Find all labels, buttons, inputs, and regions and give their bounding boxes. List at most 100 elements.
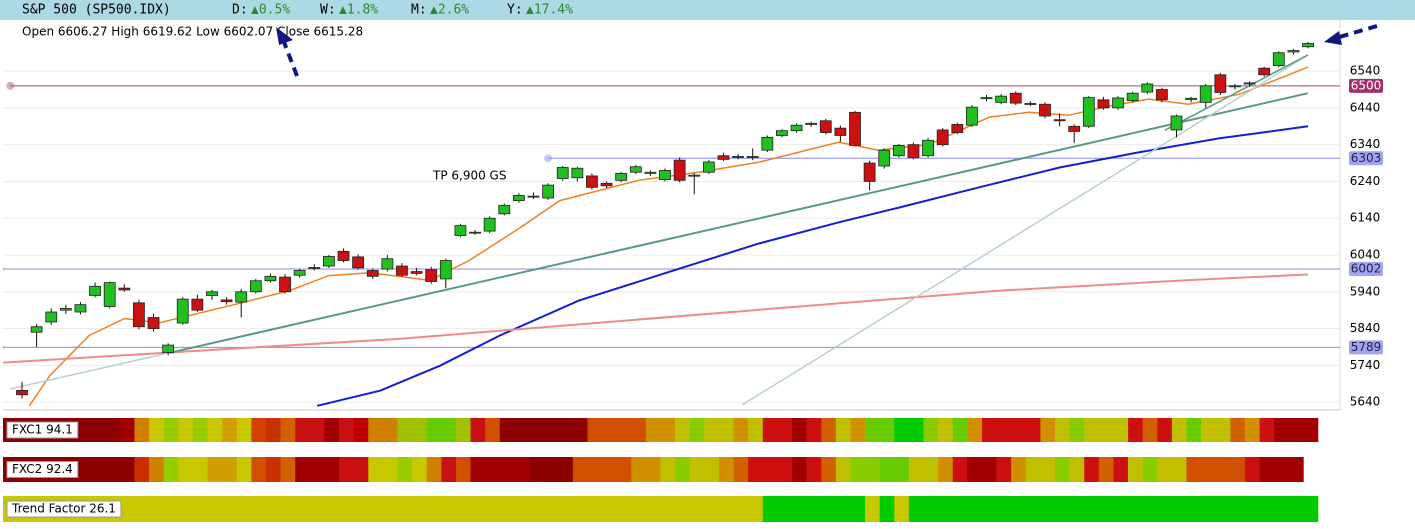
candle-body [396,265,408,276]
strip-cell [163,418,179,442]
candle-body [1170,115,1183,131]
candle-body [542,184,555,199]
candle-body [1039,103,1051,117]
y-tick-label: 5840 [1350,321,1381,335]
candle-body [936,129,949,146]
strip-cell [733,418,749,442]
change-label: M: [411,3,427,18]
strip-cell [689,457,720,482]
strip-cell [850,457,880,482]
arrow-shaft [282,41,299,77]
candle-body [191,298,204,311]
candles [16,41,1314,399]
strip-cell [251,457,267,482]
strip-cell [1171,418,1187,442]
candle-body [732,156,744,158]
candle-body [1009,92,1022,104]
strip-cell [470,418,486,442]
candle-body [556,167,569,179]
change-value: ▲17.4% [526,3,573,18]
candle-body [147,317,160,329]
strip-cell [236,457,252,482]
strip-cell [718,457,734,482]
strip-cell [339,457,369,482]
background [0,20,1415,529]
candle-body [1097,99,1110,109]
strip-cell [821,418,837,442]
strip-cell [426,457,442,482]
strip-cell [339,418,354,442]
candle-body [439,260,452,280]
change-label: W: [320,3,336,18]
strip-cell [295,418,325,442]
arrow-head [1324,31,1342,45]
candle-body [322,256,335,267]
strip-cell [207,418,223,442]
strip-cell [1128,418,1143,442]
y-tick-label: 6140 [1350,211,1381,225]
candle-body [498,204,511,215]
strip-label-box [6,461,79,478]
candle-body [644,171,657,174]
strip-cell [952,418,968,442]
strip-cell [792,457,807,482]
strip-cell [733,457,749,482]
strip-cell [1142,418,1158,442]
candle-body [381,258,394,270]
strip-cell [368,457,398,482]
strip-cell [1259,418,1275,442]
strip-cell [762,418,793,442]
strip-cell [981,418,1041,442]
strip-cell [280,457,296,482]
strip-cell [412,457,428,482]
level-tag [1349,151,1383,166]
candle-body [1287,50,1300,53]
candle-body [337,250,350,261]
strip-cell [762,496,866,522]
candle-body [571,167,584,179]
strip-cell [192,418,208,442]
candle-body [688,174,701,177]
strip-cell [967,418,983,442]
strip-cell [397,457,413,482]
strip-cell [295,457,340,482]
candle-body [133,302,145,328]
candle-body [849,111,861,146]
strip-cell [149,418,165,442]
y-tick-label: 5640 [1350,395,1381,409]
change-label: Y: [507,3,523,18]
header-bar [0,0,1415,20]
ohlc-line: Open 6606.27 High 6619.62 Low 6602.07 Cl… [22,25,363,39]
strip-cell [3,496,764,522]
strip-cell [835,457,851,482]
strip-cell [368,418,398,442]
strip-cell [455,457,471,482]
strip-cell [865,496,880,522]
strip-cell [952,457,968,482]
strip-cell [1025,457,1056,482]
strip-cell [660,457,676,482]
annotation: TP 6,900 GS [432,169,506,183]
strip-cell [996,457,1012,482]
strip-cell [470,457,530,482]
candle-body [1112,97,1124,109]
level-anchor [3,266,5,272]
candle-body [702,161,715,173]
y-tick-label: 6340 [1350,137,1381,151]
strip-cell [879,496,895,522]
candle-body [819,120,832,133]
candle-body [206,291,218,296]
candle-body [366,270,379,277]
arrows [282,24,1378,77]
strip-cell [1157,418,1173,442]
candle-body [352,256,365,269]
candle-body [74,304,87,313]
strip-cell [967,457,997,482]
candle-body [235,291,248,303]
candle-body [527,195,540,198]
strip-cell [266,457,281,482]
strip-cell [1230,418,1246,442]
candle-body [805,122,818,125]
